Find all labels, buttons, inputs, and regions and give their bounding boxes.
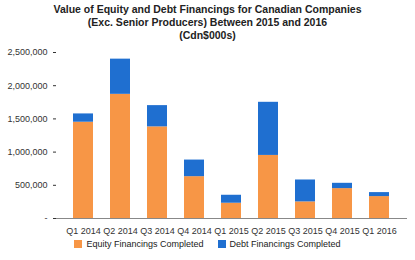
svg-text:Q1 2015: Q1 2015 [214,226,249,236]
html-text:(Cdn$000s): (Cdn$000s) [179,29,236,41]
svg-text:Q3 2014: Q3 2014 [140,226,175,236]
svg-text:Q1 2014: Q1 2014 [66,226,101,236]
html-text:(Exc. Senior Producers) Betwee: (Exc. Senior Producers) Between 2015 and… [87,16,328,28]
svg-text:Q2 2014: Q2 2014 [103,226,138,236]
svg-text:500,000: 500,000 [15,180,48,190]
svg-text:Q4 2015: Q4 2015 [325,226,360,236]
html-text:Debt Financings Completed: Debt Financings Completed [229,239,341,249]
svg-text:-: - [45,213,48,223]
svg-text:Q3 2015: Q3 2015 [288,226,323,236]
svg-text:2,000,000: 2,000,000 [7,81,47,91]
svg-text:2,500,000: 2,500,000 [7,47,47,57]
svg-text:Q2 2015: Q2 2015 [251,226,286,236]
html-text:Value of Equity and Debt Finan: Value of Equity and Debt Financings for … [53,3,362,15]
svg-text:Q1 2016: Q1 2016 [362,226,397,236]
svg-text:1,500,000: 1,500,000 [7,114,47,124]
svg-text:Q4 2014: Q4 2014 [177,226,212,236]
svg-text:1,000,000: 1,000,000 [7,147,47,157]
html-text:Equity Financings Completed: Equity Financings Completed [86,239,204,249]
